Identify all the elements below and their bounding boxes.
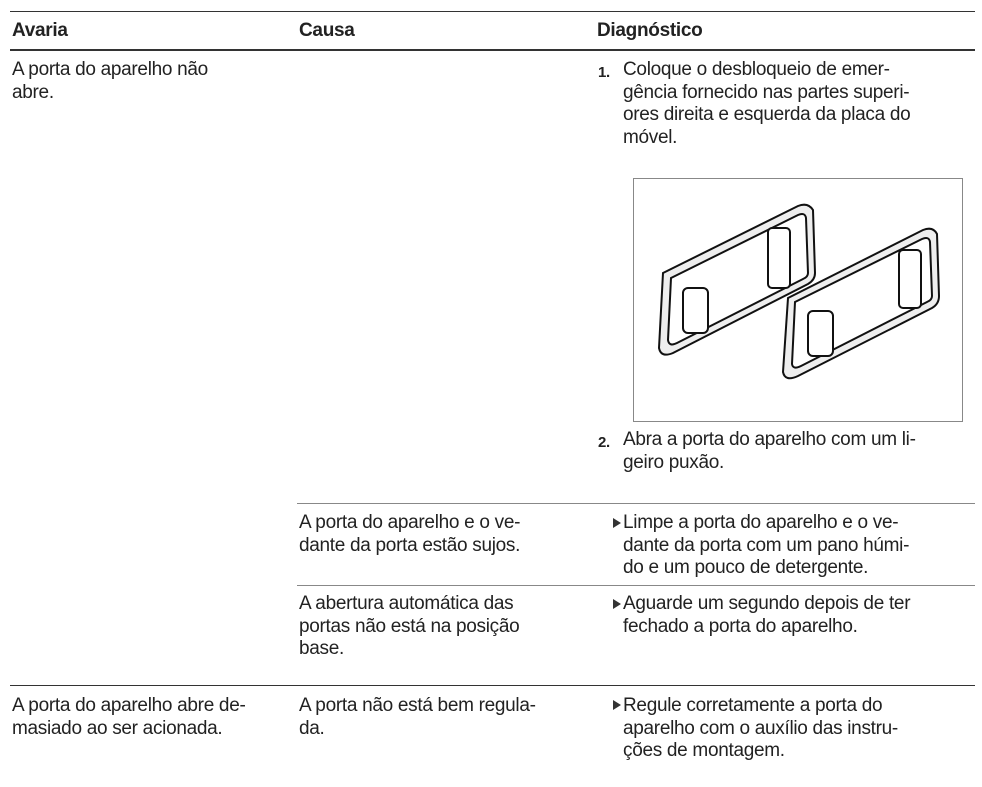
cell-line: aparelho com o auxílio das instru- <box>623 717 898 739</box>
column-header: Avaria <box>12 20 68 41</box>
top-rule <box>10 11 975 12</box>
cell-line: móvel. <box>623 126 678 148</box>
cell-line: Abra a porta do aparelho com um li- <box>623 429 916 450</box>
cell-line: dante da porta estão sujos. <box>299 534 521 556</box>
cell-line: do e um pouco de detergente. <box>623 557 869 578</box>
cell-line: base. <box>299 638 344 659</box>
cell-line: A porta não está bem regula- <box>299 695 536 716</box>
row-rule <box>297 585 975 586</box>
cell-line: Aguarde um segundo depois de ter <box>623 593 911 614</box>
cell-line: ções de montagem. <box>623 740 785 761</box>
cell-line: gência fornecido nas partes superi- <box>623 81 910 103</box>
cell-line: A porta do aparelho e o ve- <box>299 512 521 533</box>
row-rule <box>10 685 975 686</box>
cell-line: A porta do aparelho não <box>12 59 208 80</box>
cell-line: Limpe a porta do aparelho e o ve- <box>623 512 899 533</box>
cell-line: Coloque o desbloqueio de emer- <box>623 59 890 80</box>
cell-line: geiro puxão. <box>623 451 724 473</box>
cell-line: abre. <box>12 81 54 103</box>
cell-line: A porta do aparelho abre de- <box>12 695 246 716</box>
cell-line: da. <box>299 717 325 739</box>
cell-line: fechado a porta do aparelho. <box>623 615 858 637</box>
cell-line: ores direita e esquerda da placa do <box>623 104 911 125</box>
step-number: 2. <box>598 434 610 451</box>
bullet <box>613 700 621 710</box>
header-rule <box>10 49 975 51</box>
cell-line: A abertura automática das <box>299 593 514 614</box>
cell-line: portas não está na posição <box>299 615 520 637</box>
step-number: 1. <box>598 64 610 81</box>
illustration <box>633 178 963 422</box>
bullet <box>613 599 621 609</box>
bullet <box>613 518 621 528</box>
cell-line: masiado ao ser acionada. <box>12 717 223 739</box>
cell-line: Regule corretamente a porta do <box>623 695 883 716</box>
row-rule <box>297 503 975 504</box>
cell-line: dante da porta com um pano húmi- <box>623 534 910 556</box>
column-header: Causa <box>299 20 355 41</box>
column-header: Diagnóstico <box>597 20 703 41</box>
